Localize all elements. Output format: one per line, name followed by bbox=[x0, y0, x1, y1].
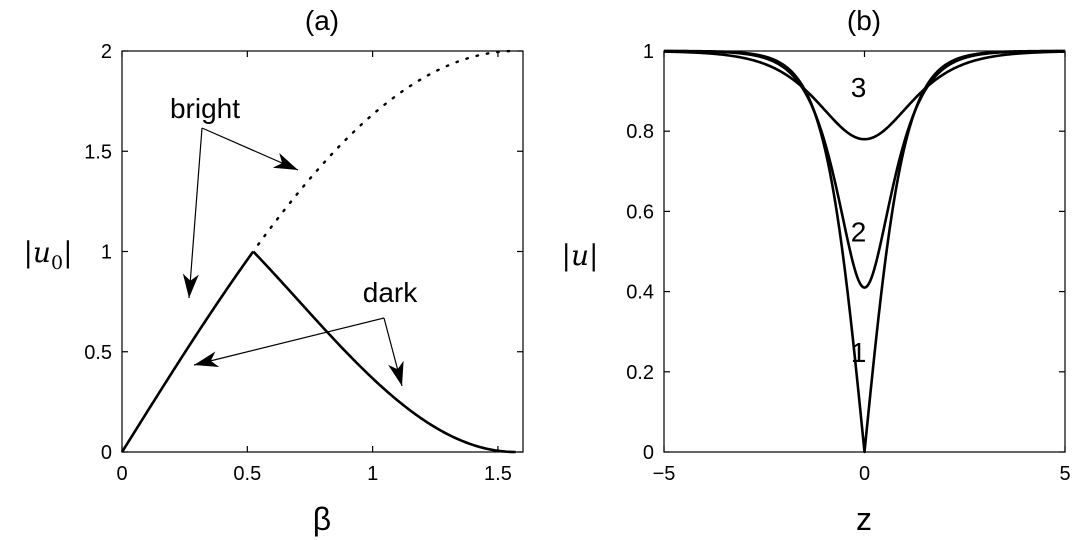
b-ytick-label: 0.4 bbox=[626, 282, 654, 304]
b-ytick-label: 0.2 bbox=[626, 362, 654, 384]
b-ytick-label: 0.6 bbox=[626, 201, 654, 223]
a-xtick-label: 0 bbox=[116, 463, 127, 485]
b-curve-label-3: 3 bbox=[851, 72, 867, 103]
panel-a-arrows bbox=[183, 128, 404, 386]
b-xtick-label: −5 bbox=[653, 463, 676, 485]
a-ytick-label: 0.5 bbox=[84, 342, 112, 364]
b-ytick-label: 1 bbox=[643, 41, 654, 63]
b-series-1 bbox=[664, 51, 1065, 452]
panel-a: (a) 0 0.5 1 1.5 0 0.5 1 1.5 2 bright dark β |u0| bbox=[23, 5, 523, 537]
b-xtick-label: 0 bbox=[859, 463, 870, 485]
panel-b-title: (b) bbox=[847, 5, 881, 36]
a-xtick-label: 1.5 bbox=[484, 463, 512, 485]
arrow-dark-1-shaft bbox=[194, 318, 384, 365]
annotation-dark: dark bbox=[363, 277, 418, 308]
b-curve-label-2: 2 bbox=[851, 216, 867, 247]
panel-a-ticks: 0 0.5 1 1.5 0 0.5 1 1.5 2 bbox=[84, 41, 523, 485]
panel-a-title: (a) bbox=[305, 5, 339, 36]
panel-b-ylabel: |u| bbox=[562, 239, 599, 272]
panel-b-series bbox=[664, 51, 1065, 452]
a-series-dotted bbox=[258, 51, 515, 245]
panel-b: (b) −5 0 500.20.40.60.81 123 z |u| bbox=[562, 5, 1071, 537]
a-ytick-label: 2 bbox=[101, 41, 112, 63]
annotation-bright: bright bbox=[170, 93, 240, 124]
a-xtick-label: 0.5 bbox=[233, 463, 261, 485]
a-ytick-label: 1 bbox=[101, 242, 112, 264]
b-xtick-label: 5 bbox=[1059, 463, 1070, 485]
arrow-bright-2-head bbox=[273, 153, 298, 170]
b-curve-label-1: 1 bbox=[851, 337, 867, 368]
panel-a-xlabel: β bbox=[313, 501, 331, 537]
arrow-bright-1-shaft bbox=[189, 128, 202, 298]
a-ytick-label: 1.5 bbox=[84, 141, 112, 163]
panel-b-curve-labels: 1 2 3 bbox=[851, 72, 867, 368]
b-ytick-label: 0 bbox=[643, 442, 654, 464]
panel-b-axes bbox=[664, 51, 1065, 452]
a-xtick-label: 1 bbox=[367, 463, 378, 485]
panel-a-ylabel: |u0| bbox=[23, 236, 72, 274]
a-ytick-label: 0 bbox=[101, 442, 112, 464]
panel-b-xlabel: z bbox=[856, 501, 872, 537]
panel-b-ticks: −5 0 500.20.40.60.81 bbox=[626, 41, 1070, 485]
b-ytick-label: 0.8 bbox=[626, 121, 654, 143]
